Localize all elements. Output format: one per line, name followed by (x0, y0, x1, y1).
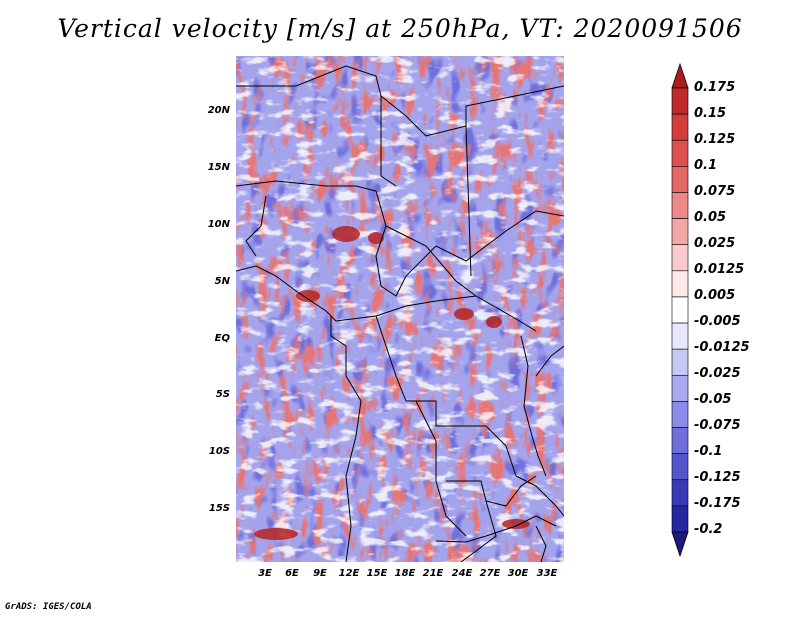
colorbar-bin (671, 192, 689, 219)
lat-label-10n: 10N (207, 219, 230, 230)
colorbar-label: 0.075 (694, 184, 736, 199)
chart-title: Vertical velocity [m/s] at 250hPa, VT: 2… (57, 14, 743, 43)
colorbar-bin (671, 453, 689, 481)
lon-label-27e: 27E (479, 568, 501, 579)
colorbar-label: -0.005 (694, 314, 741, 329)
colorbar-label: -0.1 (694, 444, 723, 459)
lat-label-20n: 20N (207, 105, 230, 116)
colorbar-label: 0.005 (694, 288, 736, 303)
lon-label-18e: 18E (394, 568, 416, 579)
colorbar-bin (671, 322, 689, 350)
colorbar-label: 0.0125 (694, 262, 745, 277)
lat-label-5s: 5S (215, 389, 230, 400)
map-panel[interactable] (236, 56, 564, 562)
colorbar-bin (671, 218, 689, 246)
colorbar-bin (671, 427, 689, 454)
lat-label-15n: 15N (207, 162, 230, 173)
colorbar-bin (671, 139, 689, 167)
lon-label-3e: 3E (258, 568, 272, 579)
colorbar-label: 0.05 (694, 210, 727, 225)
lat-label-10s: 10S (208, 446, 230, 457)
colorbar-bin (671, 505, 689, 533)
colorbar-bin (671, 87, 689, 115)
lon-label-33e: 33E (536, 568, 558, 579)
colorbar-label: 0.15 (694, 106, 727, 121)
lon-label-21e: 21E (422, 568, 444, 579)
lon-label-9e: 9E (313, 568, 327, 579)
country-borders (236, 65, 564, 562)
colorbar-bin (671, 113, 689, 141)
colorbar-label: -0.125 (694, 470, 741, 485)
colorbar-label: -0.0125 (694, 340, 750, 355)
colorbar-bin (671, 296, 689, 324)
colorbar (671, 62, 689, 558)
colorbar-bin (671, 348, 689, 376)
lon-label-12e: 12E (338, 568, 360, 579)
colorbar-label: 0.1 (694, 158, 718, 173)
colorbar-bin (671, 270, 689, 298)
colorbar-bin (671, 244, 689, 272)
colorbar-bin (671, 166, 689, 193)
colorbar-label: 0.175 (694, 80, 736, 95)
colorbar-label: -0.075 (694, 418, 741, 433)
colorbar-label: -0.025 (694, 366, 741, 381)
lon-label-30e: 30E (507, 568, 529, 579)
colorbar-bottom-arrow (671, 531, 689, 558)
colorbar-bin (671, 401, 689, 428)
lon-label-24e: 24E (451, 568, 473, 579)
colorbar-label: -0.05 (694, 392, 732, 407)
colorbar-bin (671, 479, 689, 507)
colorbar-label: -0.175 (694, 496, 741, 511)
colorbar-label: 0.125 (694, 132, 736, 147)
strong-ascent-patches (254, 226, 530, 540)
colorbar-top-arrow (671, 62, 689, 89)
colorbar-label: 0.025 (694, 236, 736, 251)
lat-label-eq: EQ (214, 333, 230, 344)
colorbar-label: -0.2 (694, 522, 723, 537)
lon-label-6e: 6E (285, 568, 299, 579)
footer-credit: GrADS: IGES/COLA (5, 602, 92, 612)
lon-label-15e: 15E (366, 568, 388, 579)
colorbar-bin (671, 374, 689, 402)
velocity-field-map[interactable] (236, 56, 564, 562)
lat-label-5n: 5N (214, 276, 230, 287)
lat-label-15s: 15S (208, 503, 230, 514)
